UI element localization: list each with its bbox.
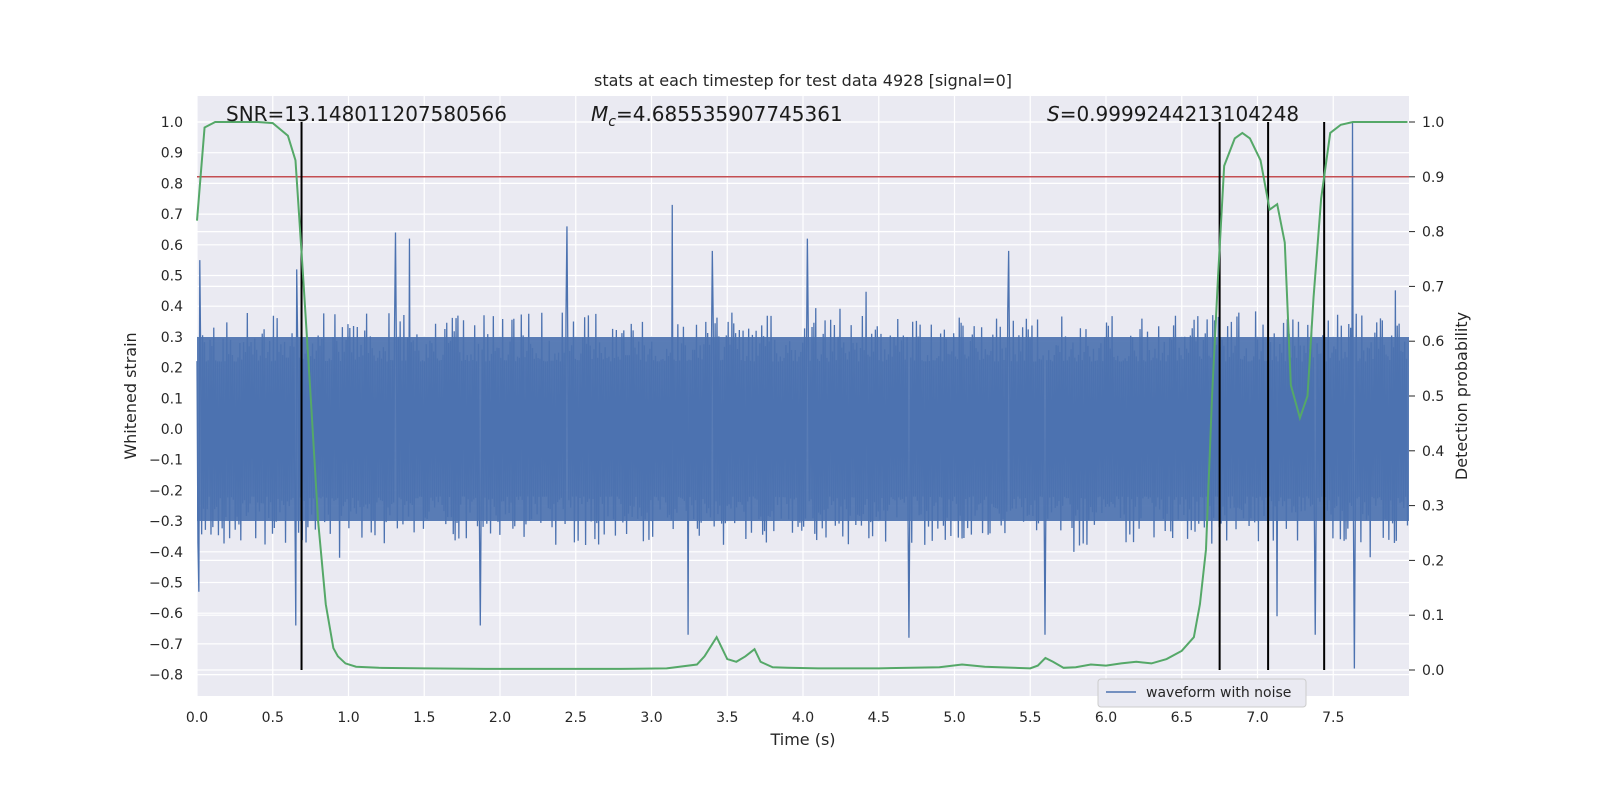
y-tick-label-13: −0.3 — [149, 514, 183, 530]
y-tick-label-9: 0.1 — [161, 391, 183, 407]
y-tick-label-6: 0.4 — [161, 299, 183, 315]
y2-tick-label-4: 0.6 — [1422, 334, 1444, 350]
chart-title: stats at each timestep for test data 492… — [594, 71, 1012, 90]
y2-tick-label-7: 0.3 — [1422, 499, 1444, 515]
legend: waveform with noise — [1097, 678, 1307, 708]
x-tick-label-11: 5.5 — [1019, 710, 1041, 726]
score-annotation: S=0.9999244213104248 — [1047, 102, 1299, 126]
x-tick-label-1: 0.5 — [262, 710, 284, 726]
y-tick-label-5: 0.5 — [161, 269, 183, 285]
snr-annotation: SNR=13.148011207580566 — [226, 102, 507, 126]
y-tick-label-3: 0.7 — [161, 207, 183, 223]
y-tick-label-8: 0.2 — [161, 361, 183, 377]
score-value: =0.9999244213104248 — [1060, 102, 1299, 126]
x-tick-label-15: 7.5 — [1322, 710, 1344, 726]
y-tick-label-12: −0.2 — [149, 483, 183, 499]
y2-tick-label-9: 0.1 — [1422, 608, 1444, 624]
legend-label: waveform with noise — [1146, 685, 1291, 701]
y2-tick-label-5: 0.5 — [1422, 389, 1444, 405]
x-tick-label-0: 0.0 — [186, 710, 208, 726]
y2-tick-label-3: 0.7 — [1422, 279, 1444, 295]
y-axis-ticks: 1.0 0.9 0.8 0.7 0.6 0.5 0.4 0.3 0.2 0.1 0.0 −0.1 −0.… — [149, 115, 183, 684]
y-tick-label-15: −0.5 — [149, 576, 183, 592]
x-tick-label-10: 5.0 — [943, 710, 965, 726]
y-tick-label-10: 0.0 — [161, 422, 183, 438]
y2-tick-label-2: 0.8 — [1422, 225, 1444, 241]
chirp-mass-value: =4.685535907745361 — [616, 102, 843, 126]
y-tick-label-4: 0.6 — [161, 238, 183, 254]
trigger-lines — [300, 122, 1326, 670]
x-tick-label-2: 1.0 — [337, 710, 359, 726]
y2-tick-label-0: 1.0 — [1422, 115, 1444, 131]
chirp-mass-symbol: M — [591, 102, 608, 126]
x-tick-label-12: 6.0 — [1095, 710, 1117, 726]
x-tick-label-14: 7.0 — [1246, 710, 1268, 726]
y-tick-label-11: −0.1 — [149, 453, 183, 469]
x-axis-label: Time (s) — [769, 730, 835, 749]
score-symbol: S — [1047, 102, 1060, 126]
x-tick-label-6: 3.0 — [640, 710, 662, 726]
y-tick-label-7: 0.3 — [161, 330, 183, 346]
y2-axis-label: Detection probability — [1452, 312, 1471, 480]
x-tick-label-7: 3.5 — [716, 710, 738, 726]
y2-tick-label-1: 0.9 — [1422, 170, 1444, 186]
y2-axis-ticks: 1.0 0.9 0.8 0.7 0.6 0.5 0.4 0.3 0.2 0.1 0.0 — [1409, 115, 1444, 679]
legend-box — [1097, 678, 1307, 708]
x-tick-label-9: 4.5 — [868, 710, 890, 726]
y-tick-label-14: −0.4 — [149, 545, 183, 561]
y-tick-label-1: 0.9 — [161, 146, 183, 162]
x-tick-label-5: 2.5 — [565, 710, 587, 726]
y2-tick-label-10: 0.0 — [1422, 663, 1444, 679]
x-axis-ticks: 0.0 0.5 1.0 1.5 2.0 2.5 3.0 3.5 4.0 4.5 5.0 5.5 6.0 6… — [186, 710, 1345, 726]
y-tick-label-0: 1.0 — [161, 115, 183, 131]
y2-tick-label-6: 0.4 — [1422, 444, 1444, 460]
y2-tick-label-8: 0.2 — [1422, 553, 1444, 569]
x-tick-label-13: 6.5 — [1171, 710, 1193, 726]
chirp-mass-annotation: Mc=4.685535907745361 — [591, 102, 843, 130]
y-tick-label-17: −0.7 — [149, 637, 183, 653]
chirp-mass-subscript: c — [608, 114, 616, 130]
probability-line — [196, 121, 1408, 670]
y-tick-label-18: −0.8 — [149, 668, 183, 684]
waveform-core — [197, 336, 1409, 522]
y-axis-label: Whitened strain — [121, 332, 140, 459]
probability-series — [196, 121, 1408, 670]
x-tick-label-8: 4.0 — [792, 710, 814, 726]
x-tick-label-3: 1.5 — [413, 710, 435, 726]
y-tick-label-2: 0.8 — [161, 176, 183, 192]
x-tick-label-4: 2.0 — [489, 710, 511, 726]
waveform-series — [196, 121, 1409, 669]
y-tick-label-16: −0.6 — [149, 606, 183, 622]
